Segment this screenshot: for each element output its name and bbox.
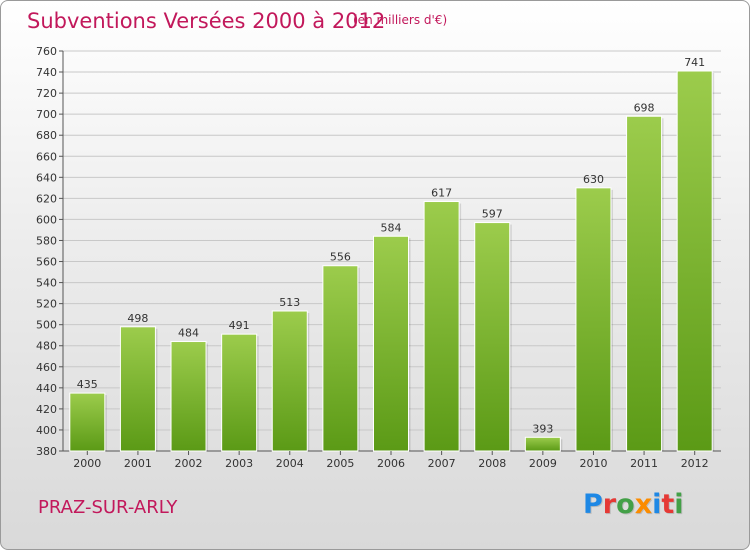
bar [677,71,712,451]
y-tick-label: 600 [36,213,57,226]
x-tick-label: 2004 [276,457,304,470]
logo-letter: x [635,489,652,520]
y-tick-label: 460 [36,361,57,374]
x-tick-label: 2012 [681,457,709,470]
x-tick-label: 2003 [225,457,253,470]
bar [525,437,560,451]
y-tick-label: 740 [36,66,57,79]
value-label: 698 [634,101,655,114]
y-tick-label: 660 [36,150,57,163]
y-tick-label: 420 [36,403,57,416]
x-tick-label: 2008 [478,457,506,470]
value-label: 741 [684,56,705,69]
value-label: 498 [127,312,148,325]
y-tick-label: 680 [36,129,57,142]
proxiti-logo: Proxiti [583,489,684,520]
logo-letter: o [616,489,635,520]
bar [70,393,105,451]
bar [171,342,206,451]
x-tick-label: 2009 [529,457,557,470]
y-tick-label: 640 [36,171,57,184]
y-tick-label: 540 [36,277,57,290]
value-label: 513 [279,296,300,309]
y-tick-label: 440 [36,382,57,395]
y-tick-label: 580 [36,234,57,247]
x-tick-label: 2001 [124,457,152,470]
bar [627,116,662,451]
value-label: 630 [583,173,604,186]
y-tick-label: 720 [36,87,57,100]
bar [120,327,155,451]
bar [222,334,257,451]
bar [374,236,409,451]
logo-letter: t [661,489,674,520]
x-tick-label: 2002 [175,457,203,470]
y-tick-label: 480 [36,340,57,353]
y-tick-label: 400 [36,424,57,437]
y-tick-label: 760 [36,45,57,58]
value-label: 597 [482,208,503,221]
bar [323,266,358,451]
x-tick-label: 2006 [377,457,405,470]
logo-letter: i [652,489,661,520]
bar [272,311,307,451]
value-label: 393 [532,422,553,435]
x-tick-label: 2010 [579,457,607,470]
x-tick-label: 2007 [428,457,456,470]
value-label: 617 [431,187,452,200]
x-tick-label: 2011 [630,457,658,470]
commune-name: PRAZ-SUR-ARLY [38,497,177,518]
y-tick-label: 560 [36,256,57,269]
logo-letter: P [583,489,603,520]
y-tick-label: 700 [36,108,57,121]
x-tick-label: 2005 [326,457,354,470]
y-tick-label: 500 [36,319,57,332]
logo-letter: i [674,489,683,520]
y-tick-label: 380 [36,445,57,458]
value-label: 556 [330,251,351,264]
bar [475,223,510,451]
bar [424,202,459,451]
y-tick-label: 620 [36,192,57,205]
bar [576,188,611,451]
value-label: 491 [229,319,250,332]
value-label: 484 [178,327,199,340]
x-tick-label: 2000 [73,457,101,470]
logo-letter: r [603,489,616,520]
y-tick-label: 520 [36,298,57,311]
value-label: 584 [381,221,402,234]
value-label: 435 [77,378,98,391]
